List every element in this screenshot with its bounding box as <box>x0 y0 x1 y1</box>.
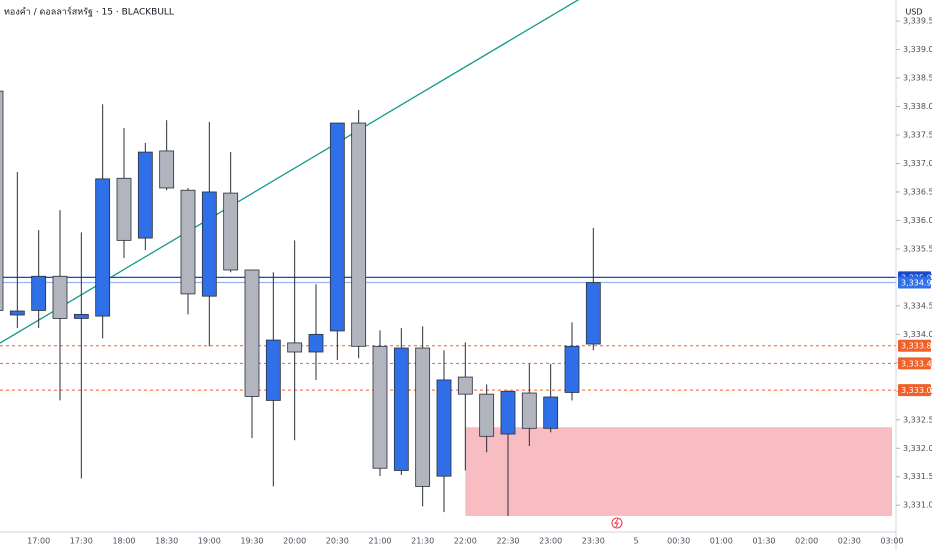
y-tick-label: 3,334.50 <box>903 301 932 310</box>
x-tick-label: 20:30 <box>326 537 349 546</box>
candle-body <box>329 122 345 332</box>
candle-body <box>0 90 4 311</box>
x-tick-label: 23:00 <box>539 537 562 546</box>
candle-body <box>415 347 431 487</box>
y-tick-label: 3,338.50 <box>903 74 932 83</box>
x-tick-label: 21:30 <box>411 537 434 546</box>
candle-body <box>116 177 132 241</box>
candle-body <box>95 178 111 317</box>
y-tick-label: 3,339.50 <box>903 17 932 26</box>
plot-area <box>0 0 896 517</box>
x-tick-label: 17:00 <box>27 537 50 546</box>
price-label-bg <box>898 357 931 370</box>
price-label: 3,333.02 <box>901 386 932 395</box>
y-tick-label: 3,332.00 <box>903 444 932 453</box>
candle-body <box>73 314 89 319</box>
y-tick-label: 3,336.50 <box>903 187 932 196</box>
candle-body <box>31 275 47 311</box>
candle-body <box>500 390 516 435</box>
y-tick-label: 3,334.00 <box>903 330 932 339</box>
y-tick-label: 3,336.00 <box>903 216 932 225</box>
candle-body <box>137 151 153 239</box>
y-tick-label: 3,331.00 <box>903 501 932 510</box>
candle-body <box>543 396 559 429</box>
x-tick-label: 5 <box>633 537 638 546</box>
zone <box>465 427 892 517</box>
chart-title: ทองคำ / ดอลลาร์สหรัฐ · 15 · BLACKBULL <box>4 6 174 18</box>
x-tick-label: 23:30 <box>582 537 605 546</box>
candle-body <box>351 122 367 347</box>
x-tick-label: 19:30 <box>240 537 263 546</box>
candle-body <box>244 269 260 397</box>
candle-body <box>265 339 281 401</box>
y-tick-label: 3,338.00 <box>903 102 932 111</box>
event-icon[interactable] <box>611 517 623 529</box>
candle-body <box>159 150 175 189</box>
price-label-bg <box>898 384 931 397</box>
x-tick-label: 20:00 <box>283 537 306 546</box>
x-tick-label: 19:00 <box>198 537 221 546</box>
candle-body <box>223 192 239 271</box>
candle-body <box>457 376 473 395</box>
x-tick-label: 22:30 <box>496 537 519 546</box>
y-tick-label: 3,335.50 <box>903 244 932 253</box>
candle-body <box>479 393 495 437</box>
y-tick-label: 3,331.50 <box>903 472 932 481</box>
currency-label: USD <box>905 8 922 17</box>
y-tick-label: 3,339.00 <box>903 45 932 54</box>
candle-body <box>372 345 388 469</box>
price-label-bg <box>898 339 931 352</box>
x-tick-label: 18:30 <box>155 537 178 546</box>
x-tick-label: 18:00 <box>112 537 135 546</box>
candle-body <box>9 310 25 316</box>
y-tick-label: 3,337.00 <box>903 159 932 168</box>
x-tick-label: 22:00 <box>454 537 477 546</box>
candle-body <box>585 282 601 345</box>
candle-body <box>52 275 68 319</box>
candle-body <box>201 191 217 297</box>
candle-body <box>180 189 196 295</box>
candle-body <box>521 392 537 429</box>
candle-body <box>308 333 324 353</box>
x-tick-label: 21:00 <box>368 537 391 546</box>
price-label: 3,333.80 <box>901 342 932 351</box>
price-label-bg <box>898 276 931 289</box>
price-label: 3,333.49 <box>901 359 932 368</box>
candle-body <box>564 345 580 393</box>
x-tick-label: 01:00 <box>710 537 733 546</box>
x-tick-label: 02:00 <box>795 537 818 546</box>
x-tick-label: 02:30 <box>838 537 861 546</box>
x-tick-label: 00:30 <box>667 537 690 546</box>
y-tick-label: 3,332.50 <box>903 415 932 424</box>
x-tick-label: 17:30 <box>70 537 93 546</box>
trend-line <box>0 0 580 344</box>
candle-body <box>393 347 409 471</box>
y-tick-label: 3,337.50 <box>903 130 932 139</box>
candle-body <box>436 379 452 477</box>
price-label: 3,334.91 <box>901 279 932 288</box>
x-tick-label: 03:00 <box>880 537 903 546</box>
candle-body <box>287 342 303 353</box>
x-tick-label: 01:30 <box>752 537 775 546</box>
